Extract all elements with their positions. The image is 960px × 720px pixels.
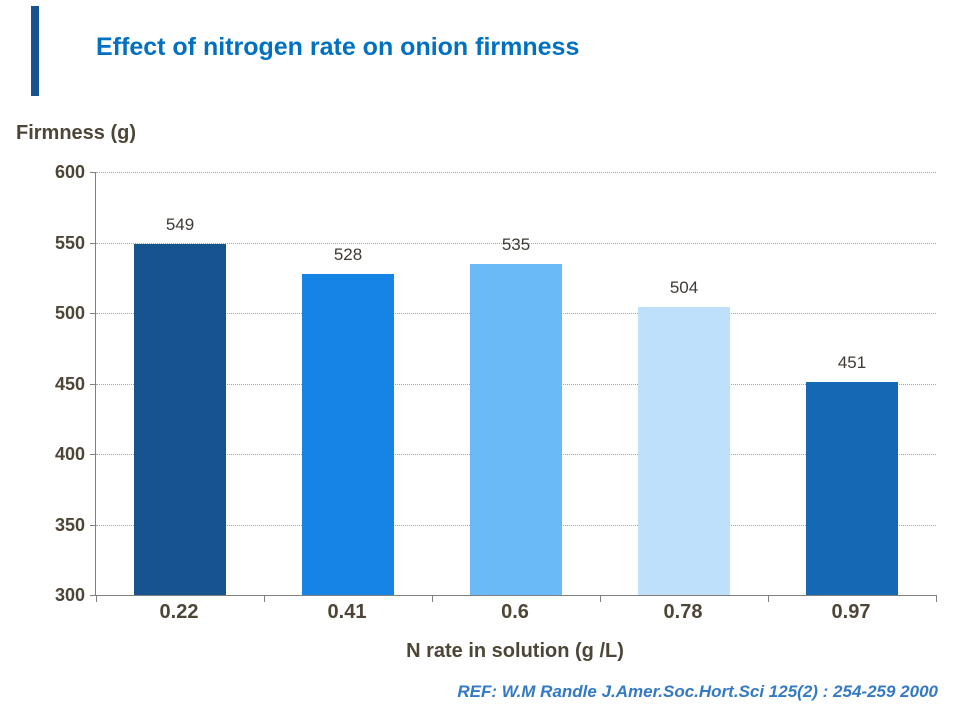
x-tick-mark (768, 595, 769, 602)
y-tick-mark (90, 172, 95, 173)
y-tick-label: 450 (54, 373, 85, 394)
y-tick-label: 400 (54, 444, 85, 464)
y-tick-label: 550 (54, 232, 85, 253)
y-axis-title: Firmness (g) (16, 122, 137, 144)
x-tick-mark (432, 595, 433, 602)
y-tick-mark (90, 454, 95, 455)
y-tick-mark (90, 242, 95, 244)
x-axis-title: N rate in solution (g /L) (406, 640, 624, 662)
y-axis-labels: 300 350 400 450 500 550 600 (20, 162, 85, 605)
accent-bar (31, 6, 39, 96)
chart-title: Effect of nitrogen rate on onion firmnes… (96, 33, 580, 61)
bar-value-label: 535 (501, 234, 531, 254)
bar (470, 263, 562, 595)
bar-value-label: 504 (669, 278, 699, 298)
gridline (96, 242, 936, 244)
x-tick-mark (936, 595, 937, 602)
x-tick-mark (96, 595, 97, 602)
y-tick-label: 350 (54, 514, 85, 535)
x-tick-mark (264, 595, 265, 602)
gridline (96, 172, 936, 173)
x-tick-label: 0.6 (501, 601, 529, 623)
y-tick-label: 500 (54, 303, 85, 323)
x-tick-mark (600, 595, 601, 602)
reference-text: REF: W.M Randle J.Amer.Soc.Hort.Sci 125(… (457, 682, 938, 701)
bar (638, 307, 730, 595)
x-tick-label: 0.22 (159, 601, 199, 623)
y-tick-mark (90, 383, 95, 385)
bar (134, 243, 226, 595)
y-tick-mark (90, 524, 95, 526)
x-tick-label: 0.78 (663, 601, 703, 623)
bar-value-label: 549 (165, 214, 195, 234)
bar-value-label: 451 (837, 353, 867, 373)
bar (302, 273, 394, 595)
x-tick-label: 0.41 (327, 601, 367, 623)
plot-area: 549 528 535 504 451 (90, 172, 937, 602)
x-axis-labels: 0.22 0.41 0.6 0.78 0.97 (95, 601, 935, 629)
bar-value-label: 528 (333, 244, 363, 264)
y-tick-label: 300 (54, 585, 85, 605)
y-tick-mark (90, 595, 95, 596)
bar (806, 382, 898, 595)
y-tick-mark (90, 313, 95, 314)
x-tick-label: 0.97 (831, 601, 871, 623)
y-tick-label: 600 (54, 162, 85, 182)
